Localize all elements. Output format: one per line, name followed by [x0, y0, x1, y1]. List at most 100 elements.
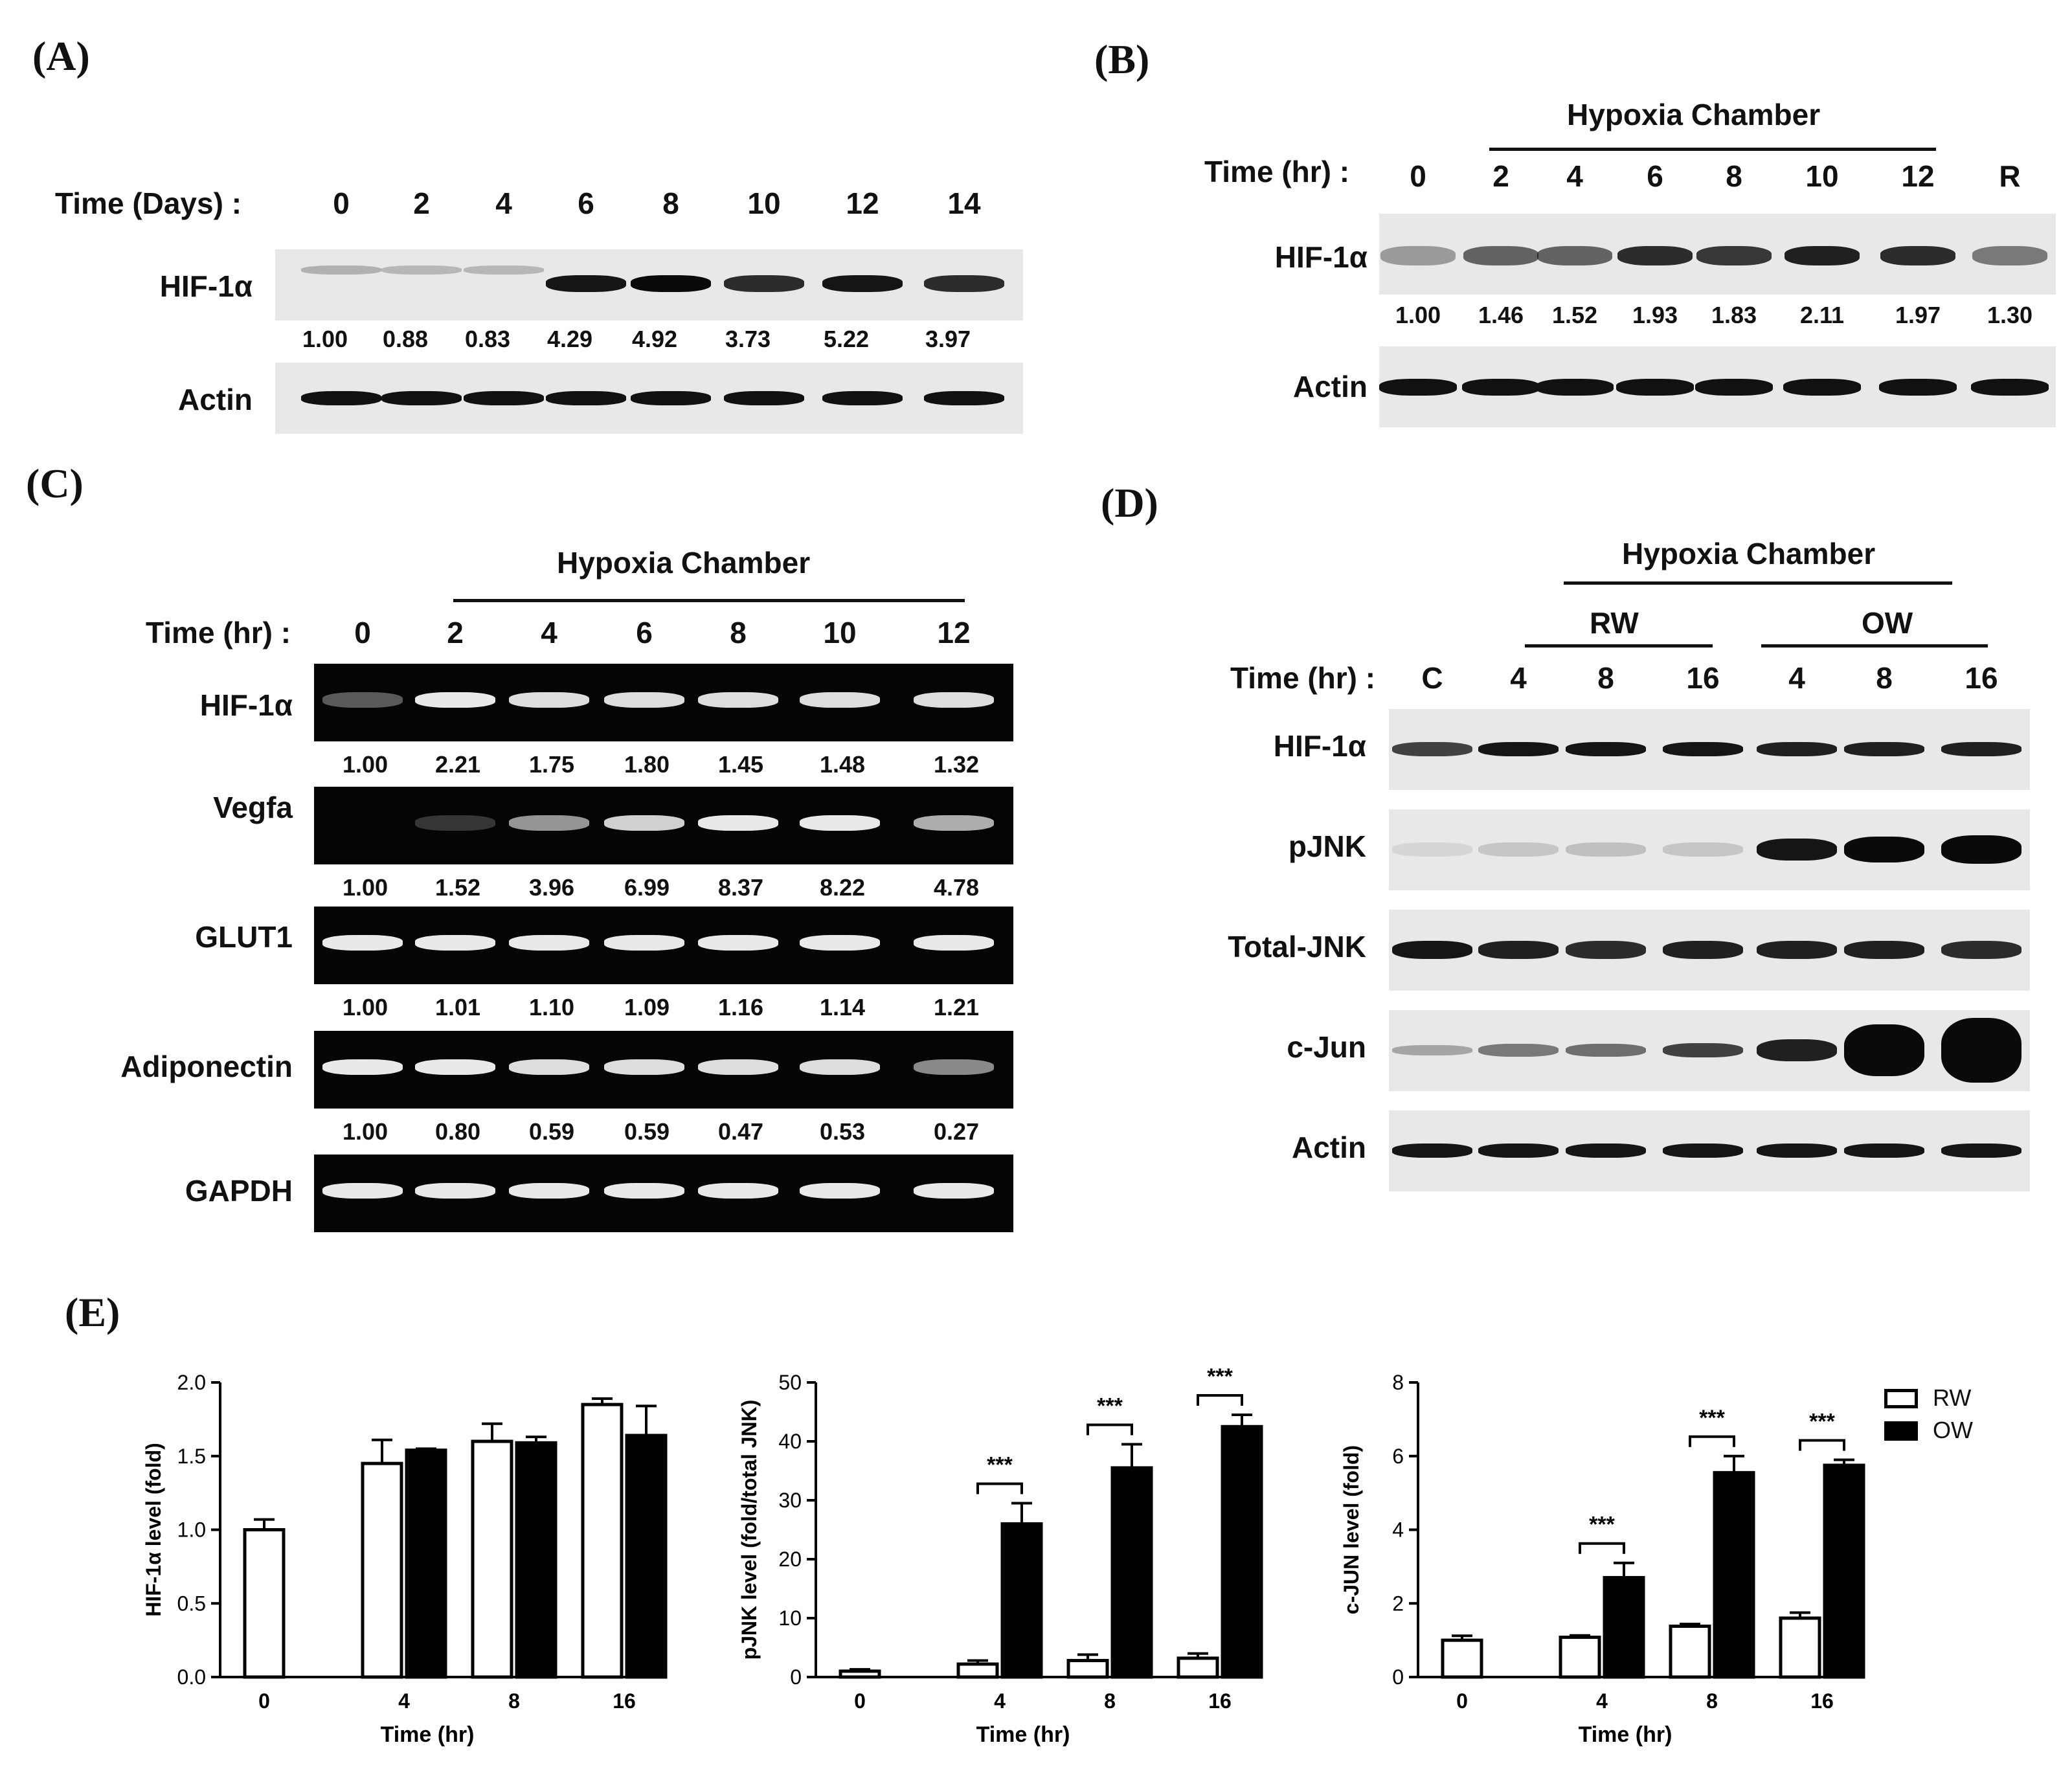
panel-c-quant-value: 1.09 — [624, 994, 670, 1020]
gel-band — [509, 815, 589, 831]
panel-d-rw-line — [1525, 644, 1713, 648]
blot-band — [1844, 837, 1924, 862]
gel-band — [604, 935, 684, 951]
actin-band — [631, 391, 711, 405]
panel-c-gel — [314, 787, 1013, 864]
panel-b-time-tick: R — [1999, 159, 2021, 193]
panel-a-hif-blot — [275, 249, 1023, 321]
panel-b-time-tick: 4 — [1566, 159, 1583, 193]
x-tick-label: 4 — [398, 1689, 410, 1713]
blot-band — [1663, 1043, 1743, 1057]
bar-rw — [1669, 1625, 1711, 1679]
panel-c-quant-value: 8.37 — [717, 874, 764, 901]
panel-b-time-tick: 0 — [1410, 159, 1426, 193]
gel-band — [914, 935, 994, 951]
x-axis-label: Time (hr) — [381, 1722, 475, 1747]
bar-ow — [1603, 1575, 1645, 1679]
blot-band — [1757, 941, 1837, 959]
significance-bracket — [1087, 1423, 1133, 1436]
panel-d-time-tick: 16 — [1965, 661, 1998, 695]
panel-b-time-tick: 2 — [1492, 159, 1509, 193]
blot-band — [1663, 842, 1743, 857]
blot-band — [1941, 1018, 2021, 1083]
y-axis-label: c-JUN level (fold) — [1340, 1445, 1363, 1614]
panel-c-quant-value: 1.16 — [717, 994, 764, 1020]
x-tick-label: 8 — [508, 1689, 520, 1713]
panel-c-quant-value: 1.14 — [819, 994, 866, 1020]
hif-band — [1617, 246, 1693, 265]
bar-ow — [405, 1448, 447, 1679]
panel-a-time-tick: 10 — [747, 186, 781, 220]
panel-a-actin-label: Actin — [178, 383, 253, 416]
gel-band — [698, 935, 778, 951]
blot-band — [1663, 941, 1743, 959]
y-tick-label: 8 — [1392, 1371, 1404, 1394]
gel-band — [604, 1183, 684, 1199]
blot-band — [1941, 835, 2021, 864]
chart-cjun: 0 2 4 6 8 c-JUN level (fold) Time (hr) 0 4 *** 8 **… — [1340, 1371, 1865, 1747]
x-axis-label: Time (hr) — [1579, 1722, 1672, 1747]
panel-d-ow-line — [1761, 644, 1988, 648]
gel-band — [415, 1059, 495, 1075]
significance-bracket — [1689, 1435, 1735, 1447]
panel-b-actin-blot — [1379, 346, 2056, 427]
hif-band — [822, 275, 903, 292]
blot-band — [1478, 742, 1559, 756]
panel-b-time-tick: 8 — [1726, 159, 1742, 193]
panel-a-time-tick: 8 — [662, 186, 679, 220]
panel-b-time-tick: 10 — [1805, 159, 1839, 193]
actin-band — [924, 391, 1004, 405]
gel-band — [698, 1059, 778, 1075]
gel-band — [509, 692, 589, 708]
y-tick-label: 2.0 — [177, 1371, 206, 1394]
blot-band — [1663, 742, 1743, 756]
blot-band — [1844, 1144, 1924, 1158]
actin-band — [1462, 379, 1540, 396]
y-tick-label: 40 — [778, 1430, 802, 1453]
gel-band — [509, 1183, 589, 1199]
panel-a-hif-quant-value: 0.88 — [382, 326, 429, 352]
panel-c-row-label: HIF-1α — [199, 688, 293, 722]
y-tick-label: 1.5 — [177, 1445, 206, 1468]
bar-ow — [625, 1434, 668, 1679]
panel-d-time-tick: 4 — [1788, 661, 1805, 695]
panel-b-condition-line — [1489, 148, 1936, 151]
panel-a-hif-label: HIF-1α — [159, 269, 253, 303]
panel-c-row-label: Adiponectin — [120, 1050, 293, 1083]
panel-c-quant-value: 2.21 — [434, 751, 481, 778]
gel-band — [800, 1059, 880, 1075]
panel-b-hif-quant-value: 1.93 — [1632, 302, 1678, 328]
bar-rw — [1066, 1659, 1109, 1679]
gel-band — [800, 692, 880, 708]
gel-band — [509, 935, 589, 951]
hif-band — [1463, 246, 1538, 265]
panel-c-time-tick: 0 — [354, 616, 371, 649]
gel-band — [698, 1183, 778, 1199]
panel-c-quant-value: 1.52 — [434, 874, 481, 901]
panel-b-time-label: Time (hr) : — [1204, 155, 1350, 188]
actin-band — [1695, 379, 1773, 396]
panel-b-hif-quant-value: 1.46 — [1478, 302, 1524, 328]
panel-c-condition-line — [453, 599, 965, 602]
gel-band — [322, 1183, 403, 1199]
blot-band — [1757, 1144, 1837, 1158]
panel-c-quant-value: 3.96 — [528, 874, 575, 901]
significance-mark: *** — [1699, 1406, 1725, 1430]
panel-d-row-label: c-Jun — [1287, 1030, 1366, 1064]
panel-a-time-tick: 14 — [947, 186, 981, 220]
panel-d-row-label: Actin — [1292, 1131, 1366, 1164]
panel-d-condition-line — [1564, 581, 1952, 585]
panel-label-b: (B) — [1094, 36, 1150, 82]
blot-band — [1478, 941, 1559, 959]
gel-band — [322, 815, 403, 831]
hif-band — [724, 275, 804, 292]
panel-c-quant-value: 0.59 — [528, 1118, 575, 1145]
panel-c-quant-value: 1.00 — [342, 751, 388, 778]
panel-c-gel — [314, 1155, 1013, 1232]
panel-b-hif-quant-value: 1.52 — [1551, 302, 1598, 328]
blot-band — [1392, 842, 1472, 857]
gel-band — [800, 1183, 880, 1199]
panel-c-gel — [314, 1031, 1013, 1109]
gel-band — [914, 815, 994, 831]
panel-c-quant-value: 4.78 — [933, 874, 980, 901]
